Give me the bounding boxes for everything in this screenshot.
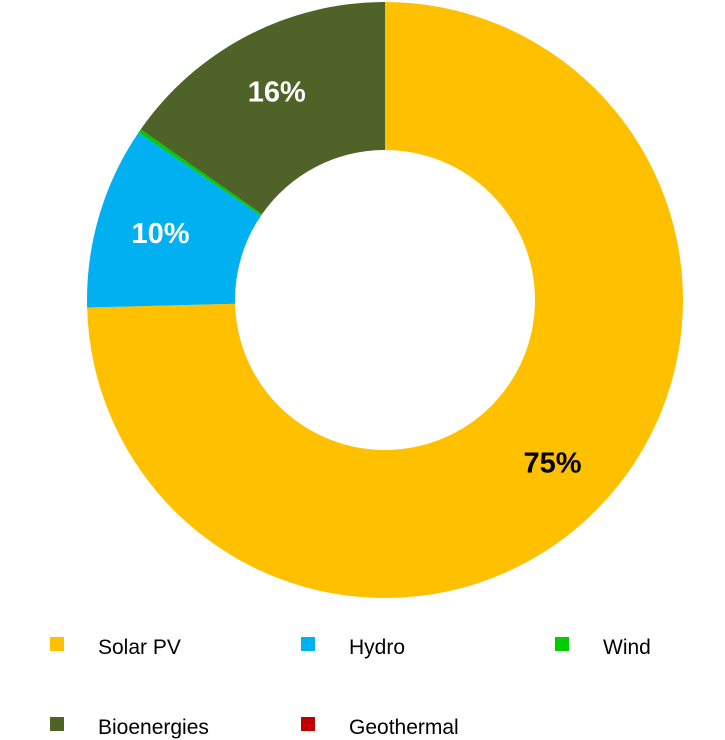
slice-bioenergies <box>140 2 385 215</box>
legend-item-hydro: Hydro <box>301 636 405 660</box>
legend-item-wind: Wind <box>555 636 651 660</box>
legend-label-solar-pv: Solar PV <box>98 636 181 659</box>
legend-swatch-solar-pv <box>50 637 64 651</box>
legend-swatch-geothermal <box>301 717 315 731</box>
legend-swatch-hydro <box>301 637 315 651</box>
slice-hydro <box>86 132 261 308</box>
legend-swatch-bioenergies <box>50 717 64 731</box>
slice-label-hydro: 10% <box>131 218 189 250</box>
legend-item-geothermal: Geothermal <box>301 716 459 740</box>
legend-label-bioenergies: Bioenergies <box>98 716 209 739</box>
slice-wind <box>138 129 263 216</box>
legend-label-wind: Wind <box>603 636 651 659</box>
slice-label-solar-pv: 75% <box>524 447 582 479</box>
legend-label-hydro: Hydro <box>349 636 406 659</box>
legend-label-geothermal: Geothermal <box>349 716 459 739</box>
slice-solar-pv <box>87 2 683 599</box>
slice-label-bioenergies: 16% <box>248 77 306 109</box>
donut-chart: 75% 10% 16% <box>86 2 683 599</box>
legend: Solar PV Hydro Wind Bioenergies Geotherm… <box>0 620 725 740</box>
legend-swatch-wind <box>555 637 569 651</box>
legend-item-bioenergies: Bioenergies <box>50 716 209 740</box>
legend-item-solar-pv: Solar PV <box>50 636 181 660</box>
